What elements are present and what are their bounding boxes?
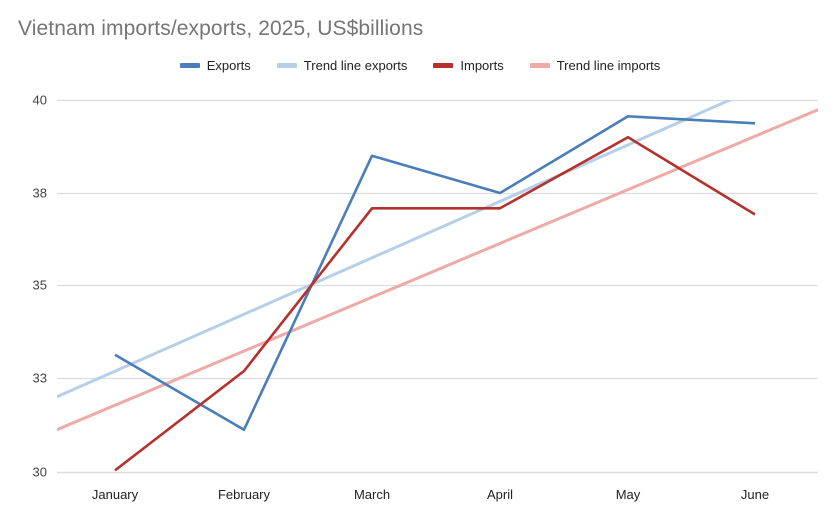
x-axis-tick-label: February xyxy=(217,487,271,502)
legend-item-exports[interactable]: Exports xyxy=(179,58,251,73)
legend-label-trend-line-exports: Trend line exports xyxy=(303,58,408,73)
series-lines xyxy=(57,58,825,472)
chart-title: Vietnam imports/exports, 2025, US$billio… xyxy=(18,17,424,40)
x-axis-tick-label: May xyxy=(615,487,641,502)
x-axis-tick-label: June xyxy=(740,487,770,502)
series-line-trend-line-imports[interactable] xyxy=(57,107,825,432)
legend-swatch-exports xyxy=(179,63,200,68)
y-axis-tick-label: 33 xyxy=(32,370,47,386)
legend-item-trend-line-exports[interactable]: Trend line exports xyxy=(276,58,408,73)
series-line-trend-line-exports[interactable] xyxy=(57,58,825,399)
series-line-imports[interactable] xyxy=(114,135,756,472)
chart-legend: Exports Trend line exports Imports Trend… xyxy=(0,58,840,73)
legend-item-imports[interactable]: Imports xyxy=(433,58,504,73)
legend-label-imports: Imports xyxy=(460,58,504,73)
x-axis-tick-label: April xyxy=(486,487,514,502)
series-line-exports[interactable] xyxy=(114,115,756,432)
x-axis-tick-label: January xyxy=(91,487,139,502)
legend-label-trend-line-imports: Trend line imports xyxy=(556,58,661,73)
legend-swatch-trend-line-exports xyxy=(276,63,297,68)
y-axis-tick-label: 40 xyxy=(32,92,47,108)
legend-item-trend-line-imports[interactable]: Trend line imports xyxy=(529,58,661,73)
gridlines xyxy=(57,99,818,474)
legend-swatch-imports xyxy=(433,63,454,68)
x-axis-tick-label: March xyxy=(353,487,391,502)
y-axis-tick-label: 30 xyxy=(32,464,47,480)
y-axis-tick-label: 35 xyxy=(32,277,47,293)
legend-swatch-trend-line-imports xyxy=(529,63,550,68)
legend-label-exports: Exports xyxy=(206,58,251,73)
y-axis-tick-label: 38 xyxy=(32,185,47,201)
